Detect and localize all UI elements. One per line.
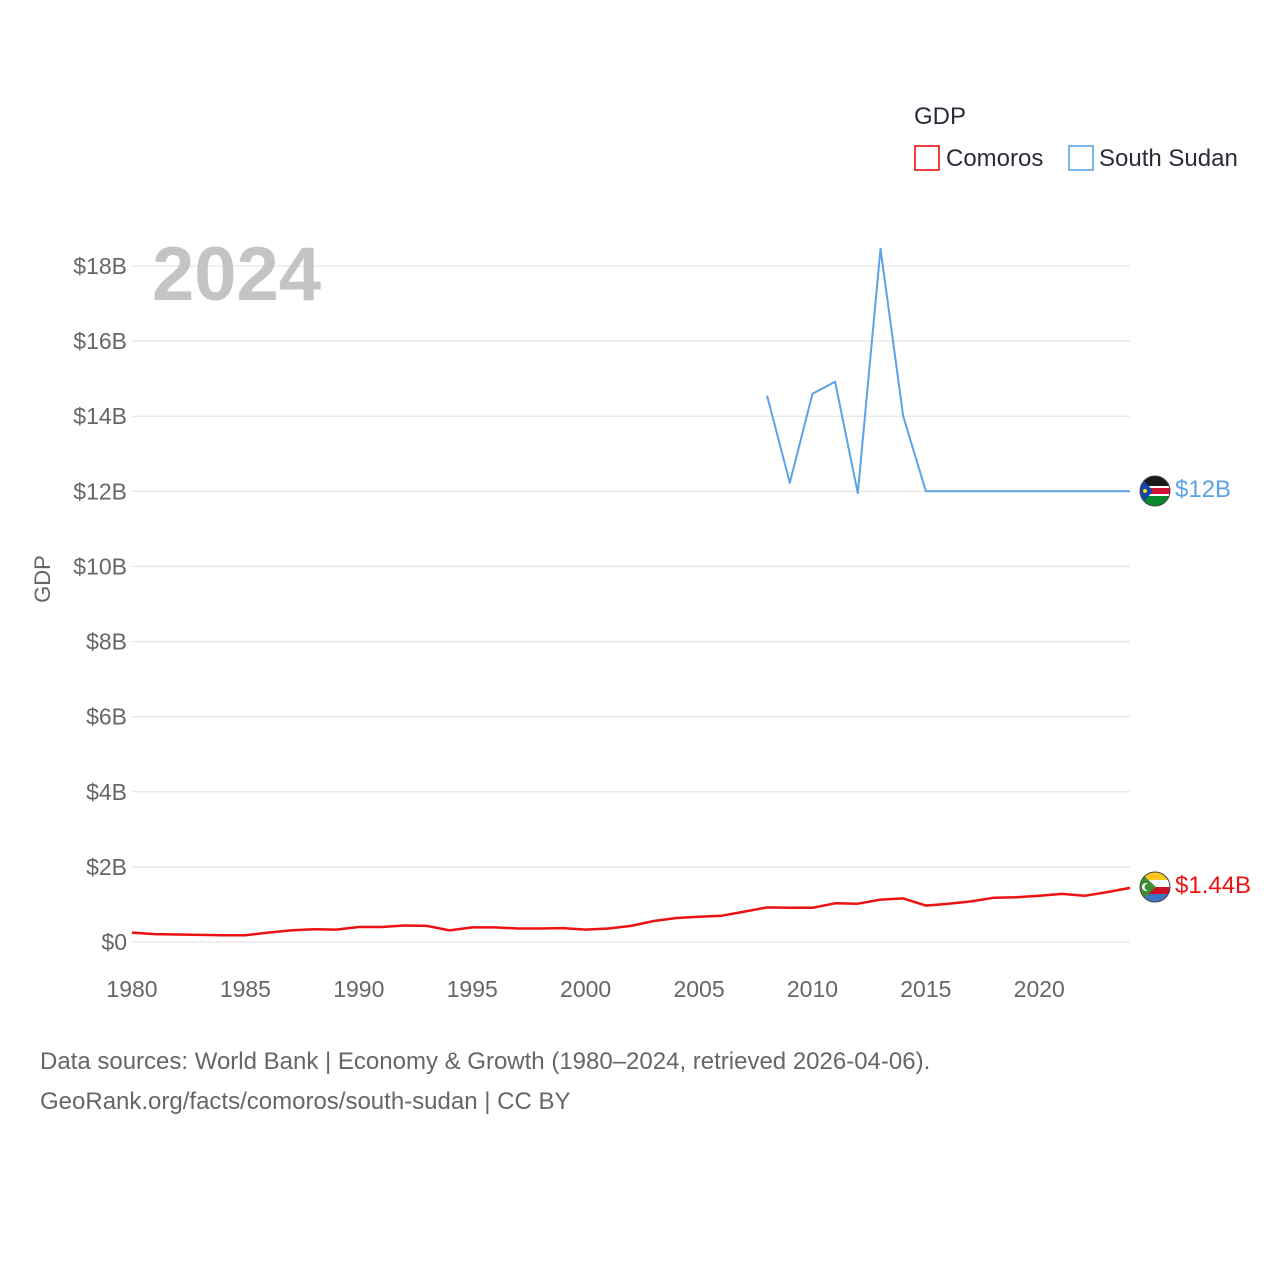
source-note: Data sources: World Bank | Economy & Gro…	[40, 1042, 930, 1122]
series-line-south-sudan	[766, 247, 1130, 495]
legend-item-comoros[interactable]: Comoros	[914, 145, 1043, 172]
comoros-end-marker: $1.44B	[1139, 871, 1251, 903]
y-tick-label: $16B	[73, 328, 127, 354]
gridlines	[132, 265, 1130, 943]
x-tick-label: 2020	[1014, 976, 1065, 1002]
year-label: 2024	[152, 232, 321, 317]
south-sudan-end-label: $12B	[1175, 476, 1231, 503]
x-tick-label: 2015	[900, 976, 951, 1002]
comoros-end-label: $1.44B	[1175, 872, 1251, 899]
y-tick-label: $2B	[86, 854, 127, 880]
y-tick-label: $0	[101, 929, 127, 955]
legend-label-south-sudan: South Sudan	[1099, 145, 1238, 172]
y-tick-label: $18B	[73, 253, 127, 279]
legend-title: GDP	[914, 103, 966, 130]
y-axis-ticks: $0 $2B $4B $6B $8B $10B $12B $14B $16B $18B	[73, 253, 127, 955]
y-tick-label: $8B	[86, 629, 127, 655]
x-tick-label: 2000	[560, 976, 611, 1002]
source-line-2[interactable]: GeoRank.org/facts/comoros/south-sudan | …	[40, 1088, 571, 1115]
legend-item-south-sudan[interactable]: South Sudan	[1068, 145, 1238, 172]
series-line-comoros	[131, 886, 1131, 937]
south-sudan-flag-icon	[1140, 476, 1170, 506]
legend-label-comoros: Comoros	[946, 145, 1043, 172]
x-tick-label: 1985	[220, 976, 271, 1002]
comoros-flag-icon	[1140, 872, 1170, 902]
legend: GDP Comoros South Sudan	[914, 103, 1238, 172]
y-tick-label: $6B	[86, 704, 127, 730]
x-tick-label: 1995	[447, 976, 498, 1002]
legend-swatch-south-sudan	[1068, 145, 1094, 171]
y-tick-label: $14B	[73, 403, 127, 429]
x-tick-label: 1990	[333, 976, 384, 1002]
x-tick-label: 2010	[787, 976, 838, 1002]
x-tick-label: 2005	[673, 976, 724, 1002]
x-axis-ticks: 1980 1985 1990 1995 2000 2005 2010 2015 2020	[106, 976, 1064, 1002]
y-axis-title: GDP	[30, 555, 55, 603]
south-sudan-end-marker: $12B	[1139, 475, 1231, 507]
y-tick-label: $10B	[73, 553, 127, 579]
legend-swatch-comoros	[914, 145, 940, 171]
series-lines	[131, 247, 1131, 937]
y-tick-label: $4B	[86, 779, 127, 805]
x-tick-label: 1980	[106, 976, 157, 1002]
source-line-1: Data sources: World Bank | Economy & Gro…	[40, 1048, 931, 1075]
y-tick-label: $12B	[73, 478, 127, 504]
